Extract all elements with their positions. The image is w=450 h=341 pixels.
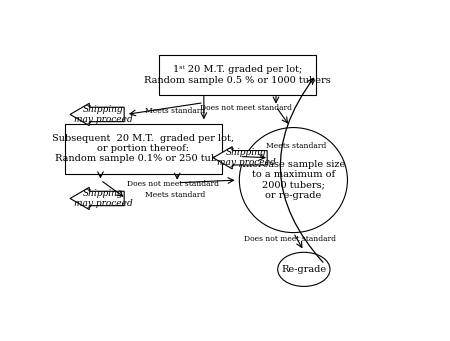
Polygon shape [213, 147, 267, 169]
Text: Does not meet standard: Does not meet standard [127, 180, 219, 188]
FancyBboxPatch shape [65, 124, 222, 174]
Text: 1ˢᵗ 20 M.T. graded per lot;
Random sample 0.5 % or 1000 tubers: 1ˢᵗ 20 M.T. graded per lot; Random sampl… [144, 65, 331, 85]
Text: Shipping
may proceed: Shipping may proceed [217, 148, 276, 167]
Text: Does not meet standard: Does not meet standard [200, 104, 292, 112]
Text: Meets standard: Meets standard [266, 142, 326, 150]
Text: Does ​not meet standard: Does ​not meet standard [244, 235, 336, 243]
FancyBboxPatch shape [159, 55, 316, 95]
Text: Re-grade: Re-grade [281, 265, 326, 274]
Ellipse shape [278, 252, 330, 286]
Text: Meets standard: Meets standard [145, 191, 206, 198]
Polygon shape [70, 187, 124, 210]
Text: Meets standard: Meets standard [145, 106, 206, 115]
Text: Increase sample size
to a maximum of
2000 tubers;
or re-grade: Increase sample size to a maximum of 200… [242, 160, 345, 200]
Text: Shipping
may proceed: Shipping may proceed [74, 189, 133, 208]
Ellipse shape [239, 128, 347, 233]
Text: Subsequent  20 M.T.  graded per lot,
or portion thereof:
Random sample 0.1% or 2: Subsequent 20 M.T. graded per lot, or po… [53, 134, 234, 163]
Polygon shape [70, 103, 124, 125]
Text: Shipping
may proceed: Shipping may proceed [74, 105, 133, 124]
